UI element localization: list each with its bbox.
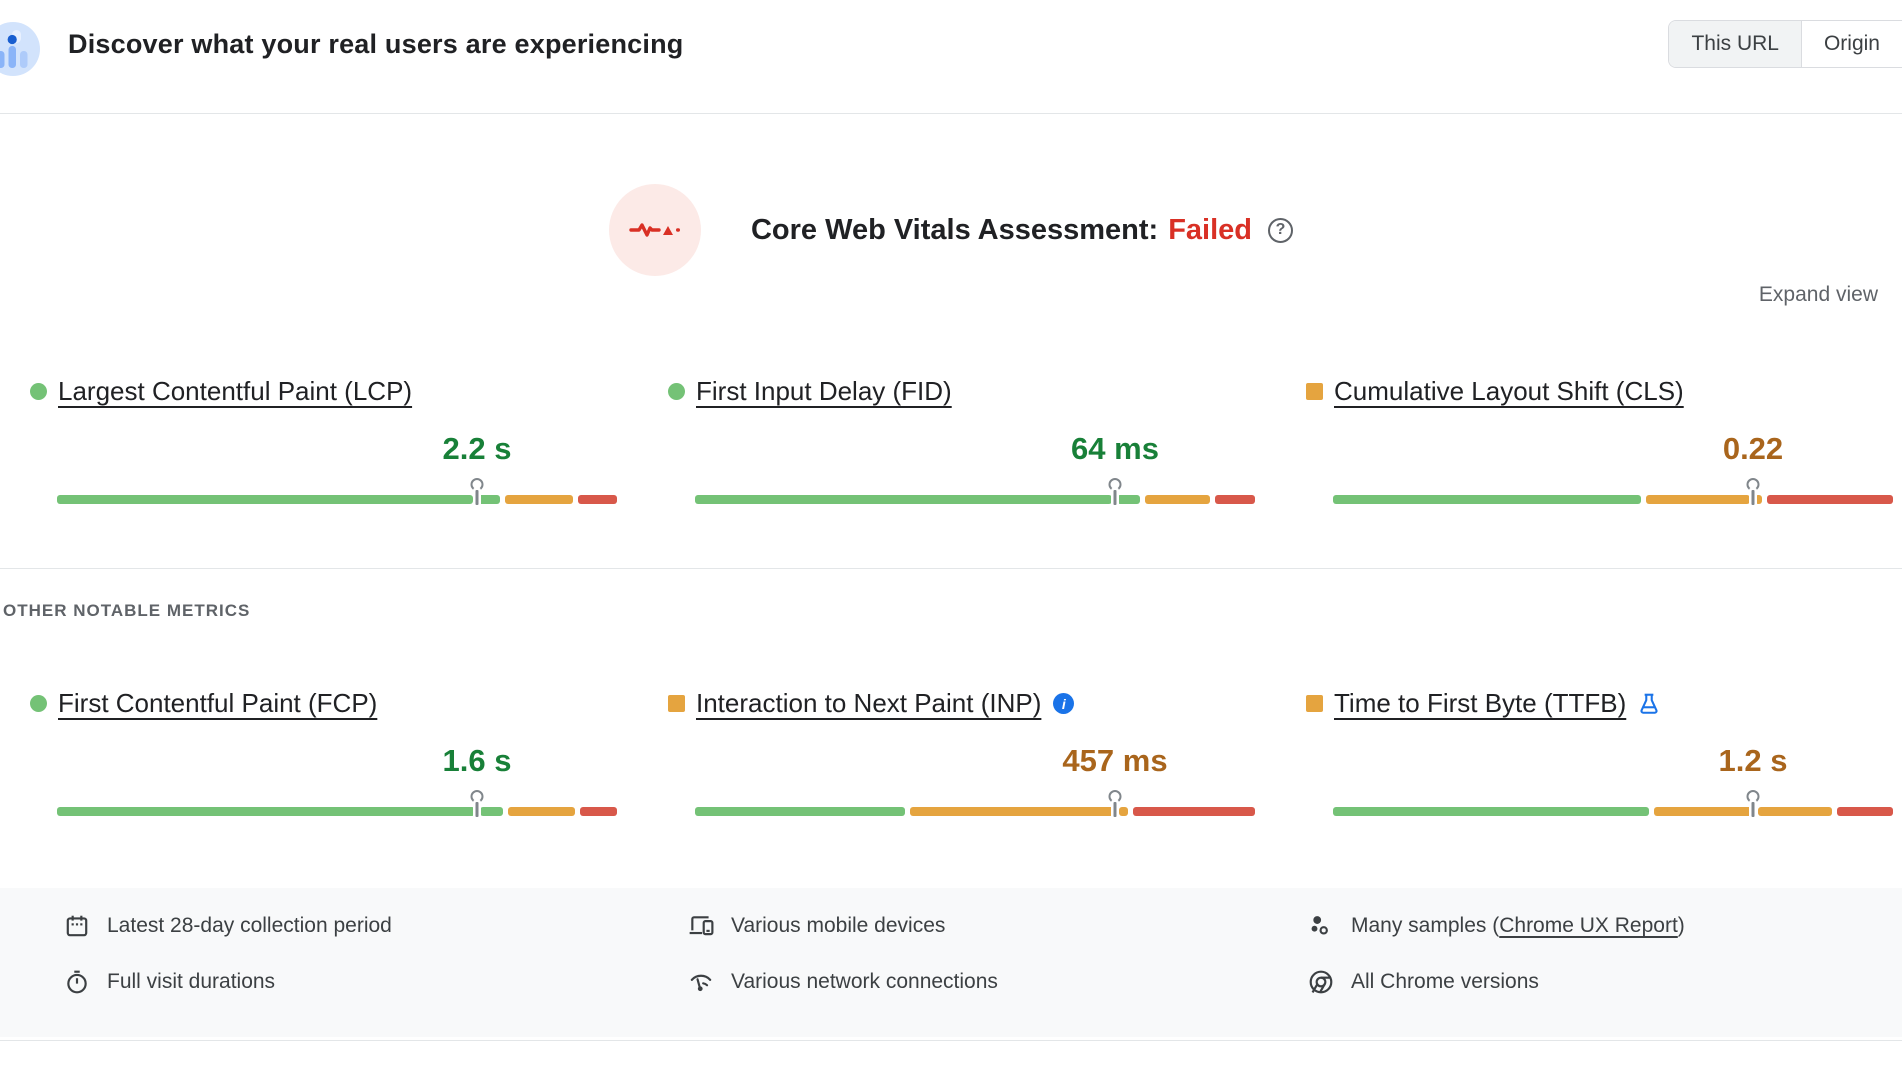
distribution-bar [1333, 790, 1893, 817]
distribution-bar [57, 478, 617, 505]
bar-segment-good [1333, 807, 1650, 816]
page-title: Discover what your real users are experi… [68, 29, 684, 59]
bar-segment-good [1117, 495, 1140, 504]
scope-toggle: This URL Origin [1668, 20, 1902, 68]
devices-item: Various mobile devices [688, 913, 945, 939]
metric-indicator [668, 383, 685, 400]
bar-segment-ni [507, 807, 576, 816]
bar-segment-poor [1215, 495, 1255, 504]
network-label: Various network connections [731, 970, 998, 993]
samples-label-prefix: Many samples ( [1351, 914, 1500, 937]
bar-segment-ni [505, 495, 573, 504]
crux-report-link[interactable]: Chrome UX Report [1499, 914, 1678, 937]
metric-card-inp: Interaction to Next Paint (INP) i 457 ms [668, 688, 1255, 824]
bar-segment-ni [1654, 807, 1754, 816]
bar-segment-good [1333, 495, 1642, 504]
bar-segment-poor [1132, 807, 1255, 816]
bar-segment-ni [1646, 495, 1751, 504]
bar-segment-ni [1119, 807, 1128, 816]
pulse-icon [608, 184, 701, 276]
divider [0, 113, 1902, 114]
bar-segment-good [695, 807, 906, 816]
distribution-bar [1333, 478, 1894, 505]
metric-card-lcp: Largest Contentful Paint (LCP) 2.2 s [30, 376, 617, 512]
timer-icon [64, 969, 90, 995]
metric-title-link[interactable]: First Input Delay (FID) [696, 376, 952, 406]
visit-duration-item: Full visit durations [64, 969, 275, 995]
toggle-origin-button[interactable]: Origin [1800, 21, 1902, 67]
assessment-result: Failed [1168, 213, 1253, 246]
metric-value: 1.2 s [1718, 743, 1788, 778]
metric-card-cls: Cumulative Layout Shift (CLS) 0.22 [1306, 376, 1894, 512]
expand-view-button[interactable]: Expand view [1758, 283, 1878, 306]
distribution-bar [695, 478, 1255, 505]
distribution-bar [57, 790, 617, 817]
metric-title-link[interactable]: Cumulative Layout Shift (CLS) [1334, 376, 1684, 406]
info-icon[interactable]: i [1053, 693, 1075, 714]
chrome-icon [1308, 969, 1334, 995]
chrome-versions-item: All Chrome versions [1308, 969, 1539, 995]
collection-period-label: Latest 28-day collection period [107, 914, 392, 937]
other-metrics-heading: OTHER NOTABLE METRICS [3, 601, 251, 620]
bar-segment-ni [1144, 495, 1211, 504]
metric-indicator [1306, 383, 1323, 400]
metric-value: 457 ms [1062, 743, 1168, 778]
devices-label: Various mobile devices [731, 914, 946, 937]
bar-segment-good [479, 807, 503, 816]
chrome-versions-label: All Chrome versions [1351, 970, 1539, 993]
metric-value: 1.6 s [442, 743, 512, 778]
metric-indicator [30, 695, 47, 712]
samples-item: Many samples (Chrome UX Report) [1308, 913, 1685, 939]
calendar-icon [64, 913, 90, 939]
metric-indicator [1306, 695, 1323, 712]
bar-segment-good [57, 495, 473, 504]
metric-value: 0.22 [1722, 431, 1784, 466]
bar-segment-ni [1758, 807, 1832, 816]
bar-segment-good [477, 495, 501, 504]
metric-card-fcp: First Contentful Paint (FCP) 1.6 s [30, 688, 617, 824]
bar-segment-good [57, 807, 475, 816]
visit-duration-label: Full visit durations [107, 970, 276, 993]
toggle-this-url-button[interactable]: This URL [1669, 21, 1801, 67]
metric-indicator [668, 695, 685, 712]
metric-title-link[interactable]: Time to First Byte (TTFB) [1334, 688, 1627, 718]
metric-title-link[interactable]: Largest Contentful Paint (LCP) [58, 376, 413, 406]
network-item: Various network connections [688, 969, 998, 995]
bar-segment-poor [1836, 807, 1893, 816]
help-icon[interactable]: ? [1268, 217, 1294, 243]
crux-logo-icon [0, 22, 40, 76]
assessment-label: Core Web Vitals Assessment: [750, 213, 1159, 246]
metric-card-fid: First Input Delay (FID) 64 ms [668, 376, 1255, 512]
flask-icon[interactable] [1638, 692, 1660, 716]
bar-segment-good [695, 495, 1113, 504]
metric-value: 2.2 s [442, 431, 512, 466]
distribution-bar [695, 790, 1255, 817]
network-icon [688, 969, 714, 995]
divider [0, 1040, 1902, 1041]
collection-info-panel: Latest 28-day collection period Full vis… [0, 888, 1902, 1037]
divider [0, 568, 1902, 569]
devices-icon [688, 913, 714, 939]
samples-icon [1308, 913, 1334, 939]
samples-label-suffix: ) [1677, 914, 1685, 937]
metric-card-ttfb: Time to First Byte (TTFB) 1.2 s [1306, 688, 1893, 824]
bar-segment-poor [580, 807, 617, 816]
metric-value: 64 ms [1071, 431, 1159, 466]
metric-title-link[interactable]: First Contentful Paint (FCP) [58, 688, 378, 718]
bar-segment-ni [1755, 495, 1762, 504]
metric-title-link[interactable]: Interaction to Next Paint (INP) [696, 688, 1042, 718]
bar-segment-poor [577, 495, 617, 504]
metric-indicator [30, 383, 47, 400]
bar-segment-poor [1766, 495, 1894, 504]
collection-period-item: Latest 28-day collection period [64, 913, 392, 939]
cwv-assessment-header: Core Web Vitals Assessment: Failed ? [0, 184, 1902, 276]
bar-segment-ni [910, 807, 1115, 816]
